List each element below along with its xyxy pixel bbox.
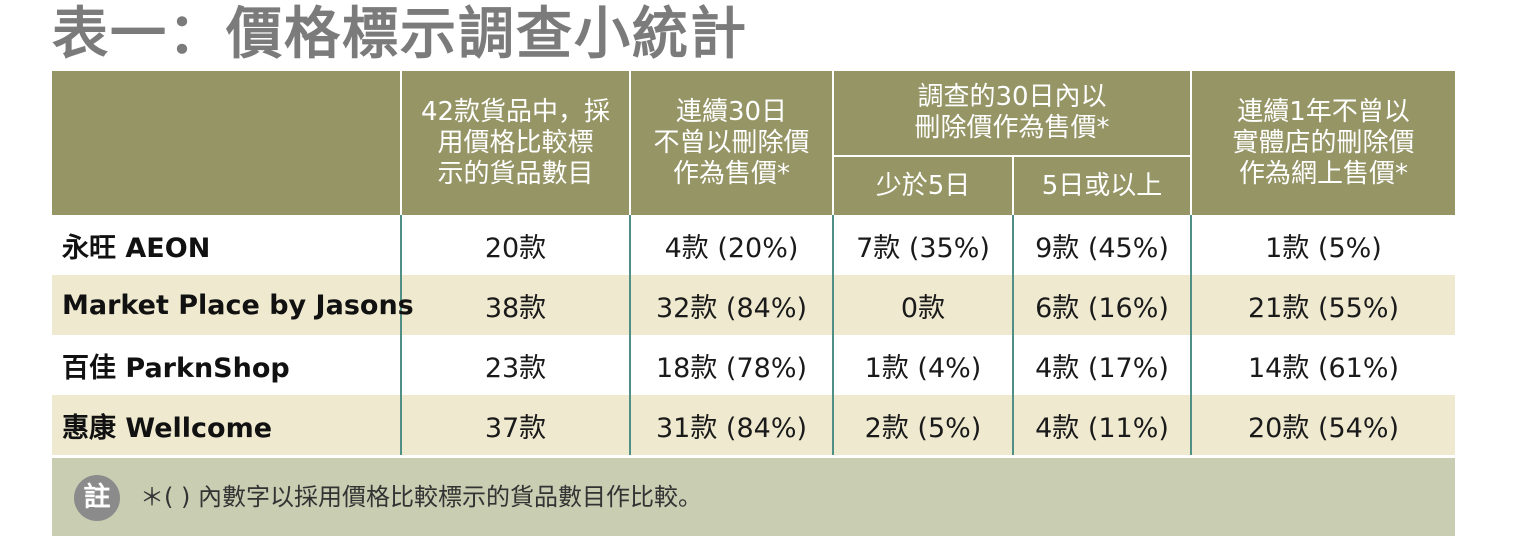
- header-corner: [52, 71, 401, 215]
- table-cell: 32款 (84%): [629, 275, 833, 335]
- price-label-stats-table: 42款貨品中，採 用價格比較標 示的貨品數目 連續30日 不曾以刪除價 作為售價…: [52, 71, 1456, 455]
- table-cell: 4款 (20%): [629, 215, 833, 275]
- header-line: 示的貨品數目: [437, 158, 594, 189]
- table-cell: 1款 (4%): [832, 335, 1013, 395]
- table-cell: 4款 (11%): [1011, 395, 1192, 455]
- table-cell: 9款 (45%): [1011, 215, 1192, 275]
- table-cell: 4款 (17%): [1011, 335, 1192, 395]
- table-cell: 23款: [400, 335, 630, 395]
- table-cell: 14款 (61%): [1190, 335, 1456, 395]
- footnote: 註 ＊( ) 內數字以採用價格比較標示的貨品數目作比較。: [52, 458, 1455, 536]
- table-cell: 2款 (5%): [832, 395, 1013, 455]
- table-cell: 38款: [400, 275, 630, 335]
- table-cell: 20款 (54%): [1190, 395, 1456, 455]
- header-price-comparison-count: 42款貨品中，採 用價格比較標 示的貨品數目: [400, 71, 630, 215]
- header-30-days-no-strike-price: 連續30日 不曾以刪除價 作為售價*: [629, 71, 833, 215]
- header-line: 作為售價*: [672, 158, 790, 189]
- header-5-days-or-more: 5日或以上: [1011, 155, 1192, 215]
- table-cell: 31款 (84%): [629, 395, 833, 455]
- header-line: 調查的30日內以: [917, 82, 1107, 112]
- table-row: 惠康 Wellcome 37款 31款 (84%) 2款 (5%) 4款 (11…: [52, 395, 1456, 455]
- table-cell: 0款: [832, 275, 1013, 335]
- table-cell: 1款 (5%): [1190, 215, 1456, 275]
- header-1-year-online-strike-price: 連續1年不曾以 實體店的刪除價 作為網上售價*: [1190, 71, 1456, 215]
- header-line: 42款貨品中，採: [420, 96, 611, 127]
- table-cell: 37款: [400, 395, 630, 455]
- table-cell: 6款 (16%): [1011, 275, 1192, 335]
- header-strike-price-within-30-days: 調查的30日內以 刪除價作為售價*: [831, 71, 1192, 156]
- header-line: 用價格比較標: [437, 127, 594, 158]
- brand-cell: Market Place by Jasons: [52, 275, 414, 335]
- table-cell: 7款 (35%): [832, 215, 1013, 275]
- table-cell: 18款 (78%): [629, 335, 833, 395]
- header-less-than-5-days: 少於5日: [832, 155, 1013, 215]
- brand-cell: 永旺 AEON: [62, 232, 211, 264]
- table-row: 永旺 AEON 20款 4款 (20%) 7款 (35%) 9款 (45%) 1…: [52, 215, 1456, 275]
- table-row: 百佳 ParknShop 23款 18款 (78%) 1款 (4%) 4款 (1…: [52, 335, 1456, 395]
- footnote-text: ＊( ) 內數字以採用價格比較標示的貨品數目作比較。: [140, 483, 702, 511]
- header-line: 刪除價作為售價*: [914, 113, 1110, 143]
- table-cell: 20款: [400, 215, 630, 275]
- brand-cell: 惠康 Wellcome: [52, 395, 401, 455]
- page-title: 表一：價格標示調查小統計: [52, 2, 748, 67]
- table-row: Market Place by Jasons 38款 32款 (84%) 0款 …: [52, 275, 1456, 335]
- header-line: 不曾以刪除價: [653, 127, 810, 158]
- brand-cell: 百佳 ParknShop: [62, 352, 290, 384]
- header-line: 作為網上售價*: [1239, 158, 1409, 189]
- table-cell: 21款 (55%): [1190, 275, 1456, 335]
- header-line: 連續1年不曾以: [1237, 96, 1410, 127]
- note-icon: 註: [74, 475, 120, 521]
- header-line: 實體店的刪除價: [1232, 127, 1415, 158]
- header-line: 連續30日: [675, 96, 788, 127]
